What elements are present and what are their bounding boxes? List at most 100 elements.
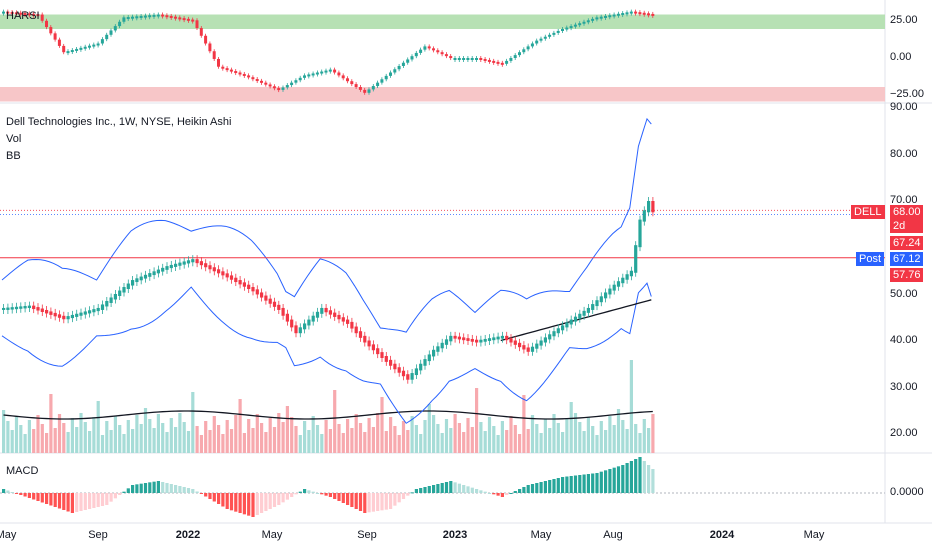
price-candle — [341, 317, 345, 322]
volume-bar — [393, 426, 397, 453]
volume-bar — [582, 431, 586, 453]
price-candle — [389, 359, 393, 366]
macd-histogram-bar — [298, 491, 302, 493]
price-candle — [350, 321, 354, 329]
macd-histogram-bar — [234, 493, 238, 512]
harsi-candle — [406, 59, 410, 63]
price-candle — [552, 331, 556, 337]
macd-histogram-bar — [449, 481, 453, 493]
price-candle — [505, 335, 509, 341]
vol-indicator-label[interactable]: Vol — [6, 133, 22, 145]
macd-histogram-bar — [36, 493, 40, 501]
macd-title: MACD — [6, 465, 39, 477]
volume-bar — [281, 422, 285, 453]
macd-histogram-bar — [638, 457, 642, 493]
harsi-title: HARSI — [6, 10, 40, 22]
volume-bar — [651, 414, 655, 453]
harsi-candle — [565, 27, 569, 30]
harsi-candle — [634, 11, 638, 14]
volume-bar — [212, 416, 216, 453]
harsi-candle — [57, 39, 61, 46]
volume-bar — [126, 420, 130, 453]
macd-histogram-bar — [156, 481, 160, 493]
price-candle — [105, 300, 109, 307]
volume-bar — [492, 426, 496, 453]
volume-bar — [509, 416, 513, 453]
harsi-candle — [208, 43, 212, 52]
macd-histogram-bar — [186, 488, 191, 493]
price-candle — [582, 310, 586, 316]
price-candle — [530, 346, 535, 352]
volume-bar — [535, 424, 539, 453]
volume-bar — [255, 414, 259, 453]
harsi-candle — [303, 75, 306, 78]
price-candle — [135, 278, 139, 283]
harsi-candle — [350, 81, 354, 85]
price-candle — [410, 373, 414, 380]
harsi-candle — [234, 71, 238, 74]
price-candle — [599, 296, 603, 303]
macd-histogram-bar — [285, 493, 289, 500]
macd-histogram-bar — [371, 493, 375, 512]
harsi-candle — [268, 84, 272, 87]
harsi-candle — [23, 13, 27, 16]
volume-bar — [182, 422, 186, 453]
volume-bar — [298, 435, 302, 453]
price-candle — [320, 307, 324, 314]
macd-histogram-bar — [410, 492, 414, 494]
price-candle — [475, 339, 479, 343]
volume-bar — [70, 418, 74, 453]
volume-bar — [156, 414, 160, 453]
macd-histogram-bar — [479, 490, 483, 493]
price-candle — [251, 287, 255, 292]
harsi-candle — [298, 77, 302, 81]
price-candle — [346, 319, 350, 324]
bb-indicator-label[interactable]: BB — [6, 150, 21, 162]
harsi-candle — [500, 62, 504, 65]
volume-ma-line — [3, 410, 653, 420]
harsi-candle — [143, 15, 147, 18]
macd-histogram-bar — [599, 471, 603, 493]
price-candle — [333, 312, 337, 317]
harsi-candle — [573, 24, 577, 27]
price-candle — [285, 313, 289, 322]
macd-histogram-bar — [440, 483, 444, 493]
volume-bar — [561, 432, 565, 453]
price-candle — [191, 259, 195, 263]
price-candle — [143, 274, 148, 279]
macd-histogram-bar — [217, 493, 221, 504]
macd-histogram-bar — [174, 485, 178, 493]
macd-histogram-bar — [294, 493, 298, 495]
volume-bar — [268, 418, 272, 453]
price-ytick-90: 90.00 — [890, 101, 918, 113]
macd-histogram-bar — [49, 493, 53, 506]
xtick-may-2024: May — [803, 529, 825, 541]
macd-histogram-bar — [651, 469, 655, 493]
volume-bar — [457, 423, 461, 453]
harsi-candle — [526, 46, 530, 50]
price-candle — [178, 262, 182, 266]
macd-histogram-bar — [401, 493, 406, 499]
volume-bar — [432, 415, 436, 453]
harsi-candle — [156, 14, 160, 17]
volume-bar — [354, 414, 358, 453]
harsi-candle — [40, 14, 44, 21]
volume-bar — [346, 419, 350, 453]
volume-bar — [526, 429, 530, 453]
macd-histogram-bar — [328, 493, 332, 497]
macd-histogram-bar — [634, 459, 638, 493]
price-candle — [174, 263, 178, 267]
price-candle — [621, 277, 625, 284]
volume-bar — [264, 432, 268, 453]
price-candle — [616, 281, 621, 287]
volume-bar — [100, 435, 105, 453]
harsi-candle — [260, 80, 263, 83]
volume-bar — [341, 433, 345, 453]
macd-histogram-bar — [255, 493, 259, 515]
macd-histogram-bar — [229, 493, 234, 511]
volume-bar — [221, 434, 225, 453]
volume-bar — [272, 427, 277, 453]
volume-bar — [586, 417, 590, 453]
harsi-candle — [105, 34, 109, 40]
